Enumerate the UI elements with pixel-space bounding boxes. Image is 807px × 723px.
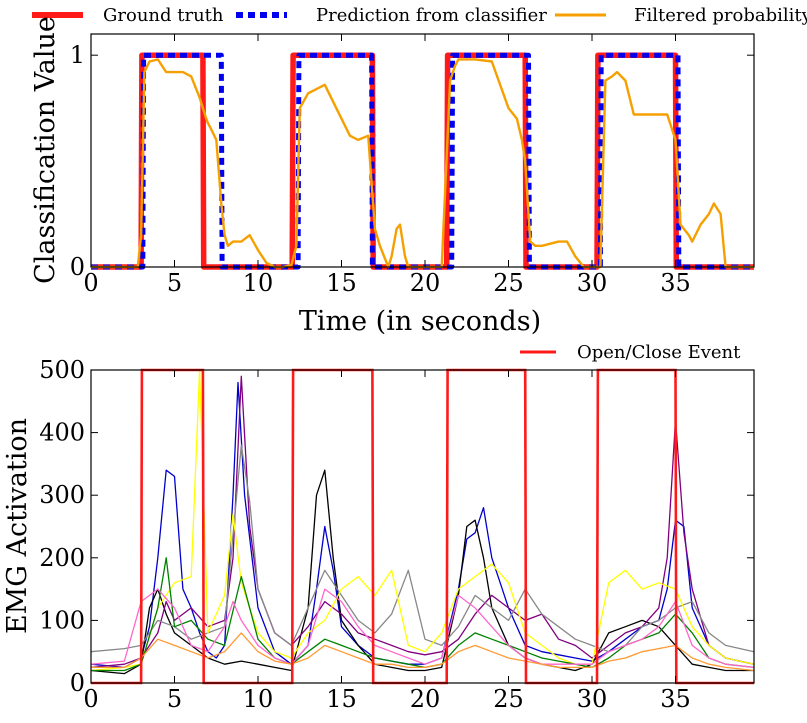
classification-plot-frame [90,33,755,268]
classification-ticks: 0 5 10 15 20 25 30 35 0 1 [70,34,754,297]
legend-label-open-close: Open/Close Event [577,342,741,363]
x-tick-label: 20 [410,269,441,297]
x-tick-label: 5 [167,685,182,713]
y-tick-label: 200 [39,544,85,572]
series-line-1-3 [90,444,755,653]
emg-series [90,368,755,685]
x-tick-label: 30 [577,685,608,713]
classification-y-axis-label: Classification Value [30,16,61,284]
emg-plot-frame [90,369,755,684]
legend-label-filtered: Filtered probability [634,5,807,26]
legend-top: Ground truth Prediction from classifier … [32,5,807,26]
classification-x-axis-label: Time (in seconds) [299,306,541,337]
series-line-1-5 [91,557,755,672]
x-tick-label: 15 [326,269,357,297]
series-line-1-4 [90,369,755,672]
series-line-1-1 [90,469,754,675]
x-tick-label: 15 [326,685,357,713]
legend-label-prediction: Prediction from classifier [316,5,547,26]
series-line-1-2 [90,375,755,669]
y-tick-label: 1 [70,41,85,69]
y-tick-label: 400 [39,419,85,447]
x-tick-label: 0 [83,269,98,297]
x-tick-label: 0 [83,685,98,713]
classification-panel: 0 5 10 15 20 25 30 35 0 1 Time (in seconds) Class… [30,16,755,337]
legend-event: Open/Close Event [520,342,741,363]
y-tick-label: 500 [39,356,85,384]
emg-y-axis-label: EMG Activation [2,418,33,634]
x-tick-label: 35 [660,685,691,713]
legend-label-ground-truth: Ground truth [103,5,224,26]
x-tick-label: 20 [410,685,441,713]
x-tick-label: 25 [493,269,524,297]
series-line-1-6 [90,588,755,669]
series-line-0-2 [91,58,754,269]
classification-series [91,52,754,270]
y-tick-label: 100 [39,606,85,634]
series-line-1-7 [91,632,755,672]
emg-panel: 0 5 10 15 20 25 30 35 0 100 200 300 400 500 EMG Activ… [2,356,755,713]
y-tick-label: 0 [70,253,85,281]
x-tick-label: 35 [660,269,691,297]
x-tick-label: 10 [243,269,274,297]
x-tick-label: 5 [167,269,182,297]
x-tick-label: 10 [243,685,274,713]
series-line-open-close-event [91,368,754,685]
y-tick-label: 300 [39,481,85,509]
emg-ticks: 0 5 10 15 20 25 30 35 0 100 200 300 400 500 [39,356,754,713]
series-line-0-0 [91,52,754,270]
x-tick-label: 30 [577,269,608,297]
x-tick-label: 25 [493,685,524,713]
y-tick-label: 0 [70,669,85,697]
series-line-0-1 [91,52,754,270]
